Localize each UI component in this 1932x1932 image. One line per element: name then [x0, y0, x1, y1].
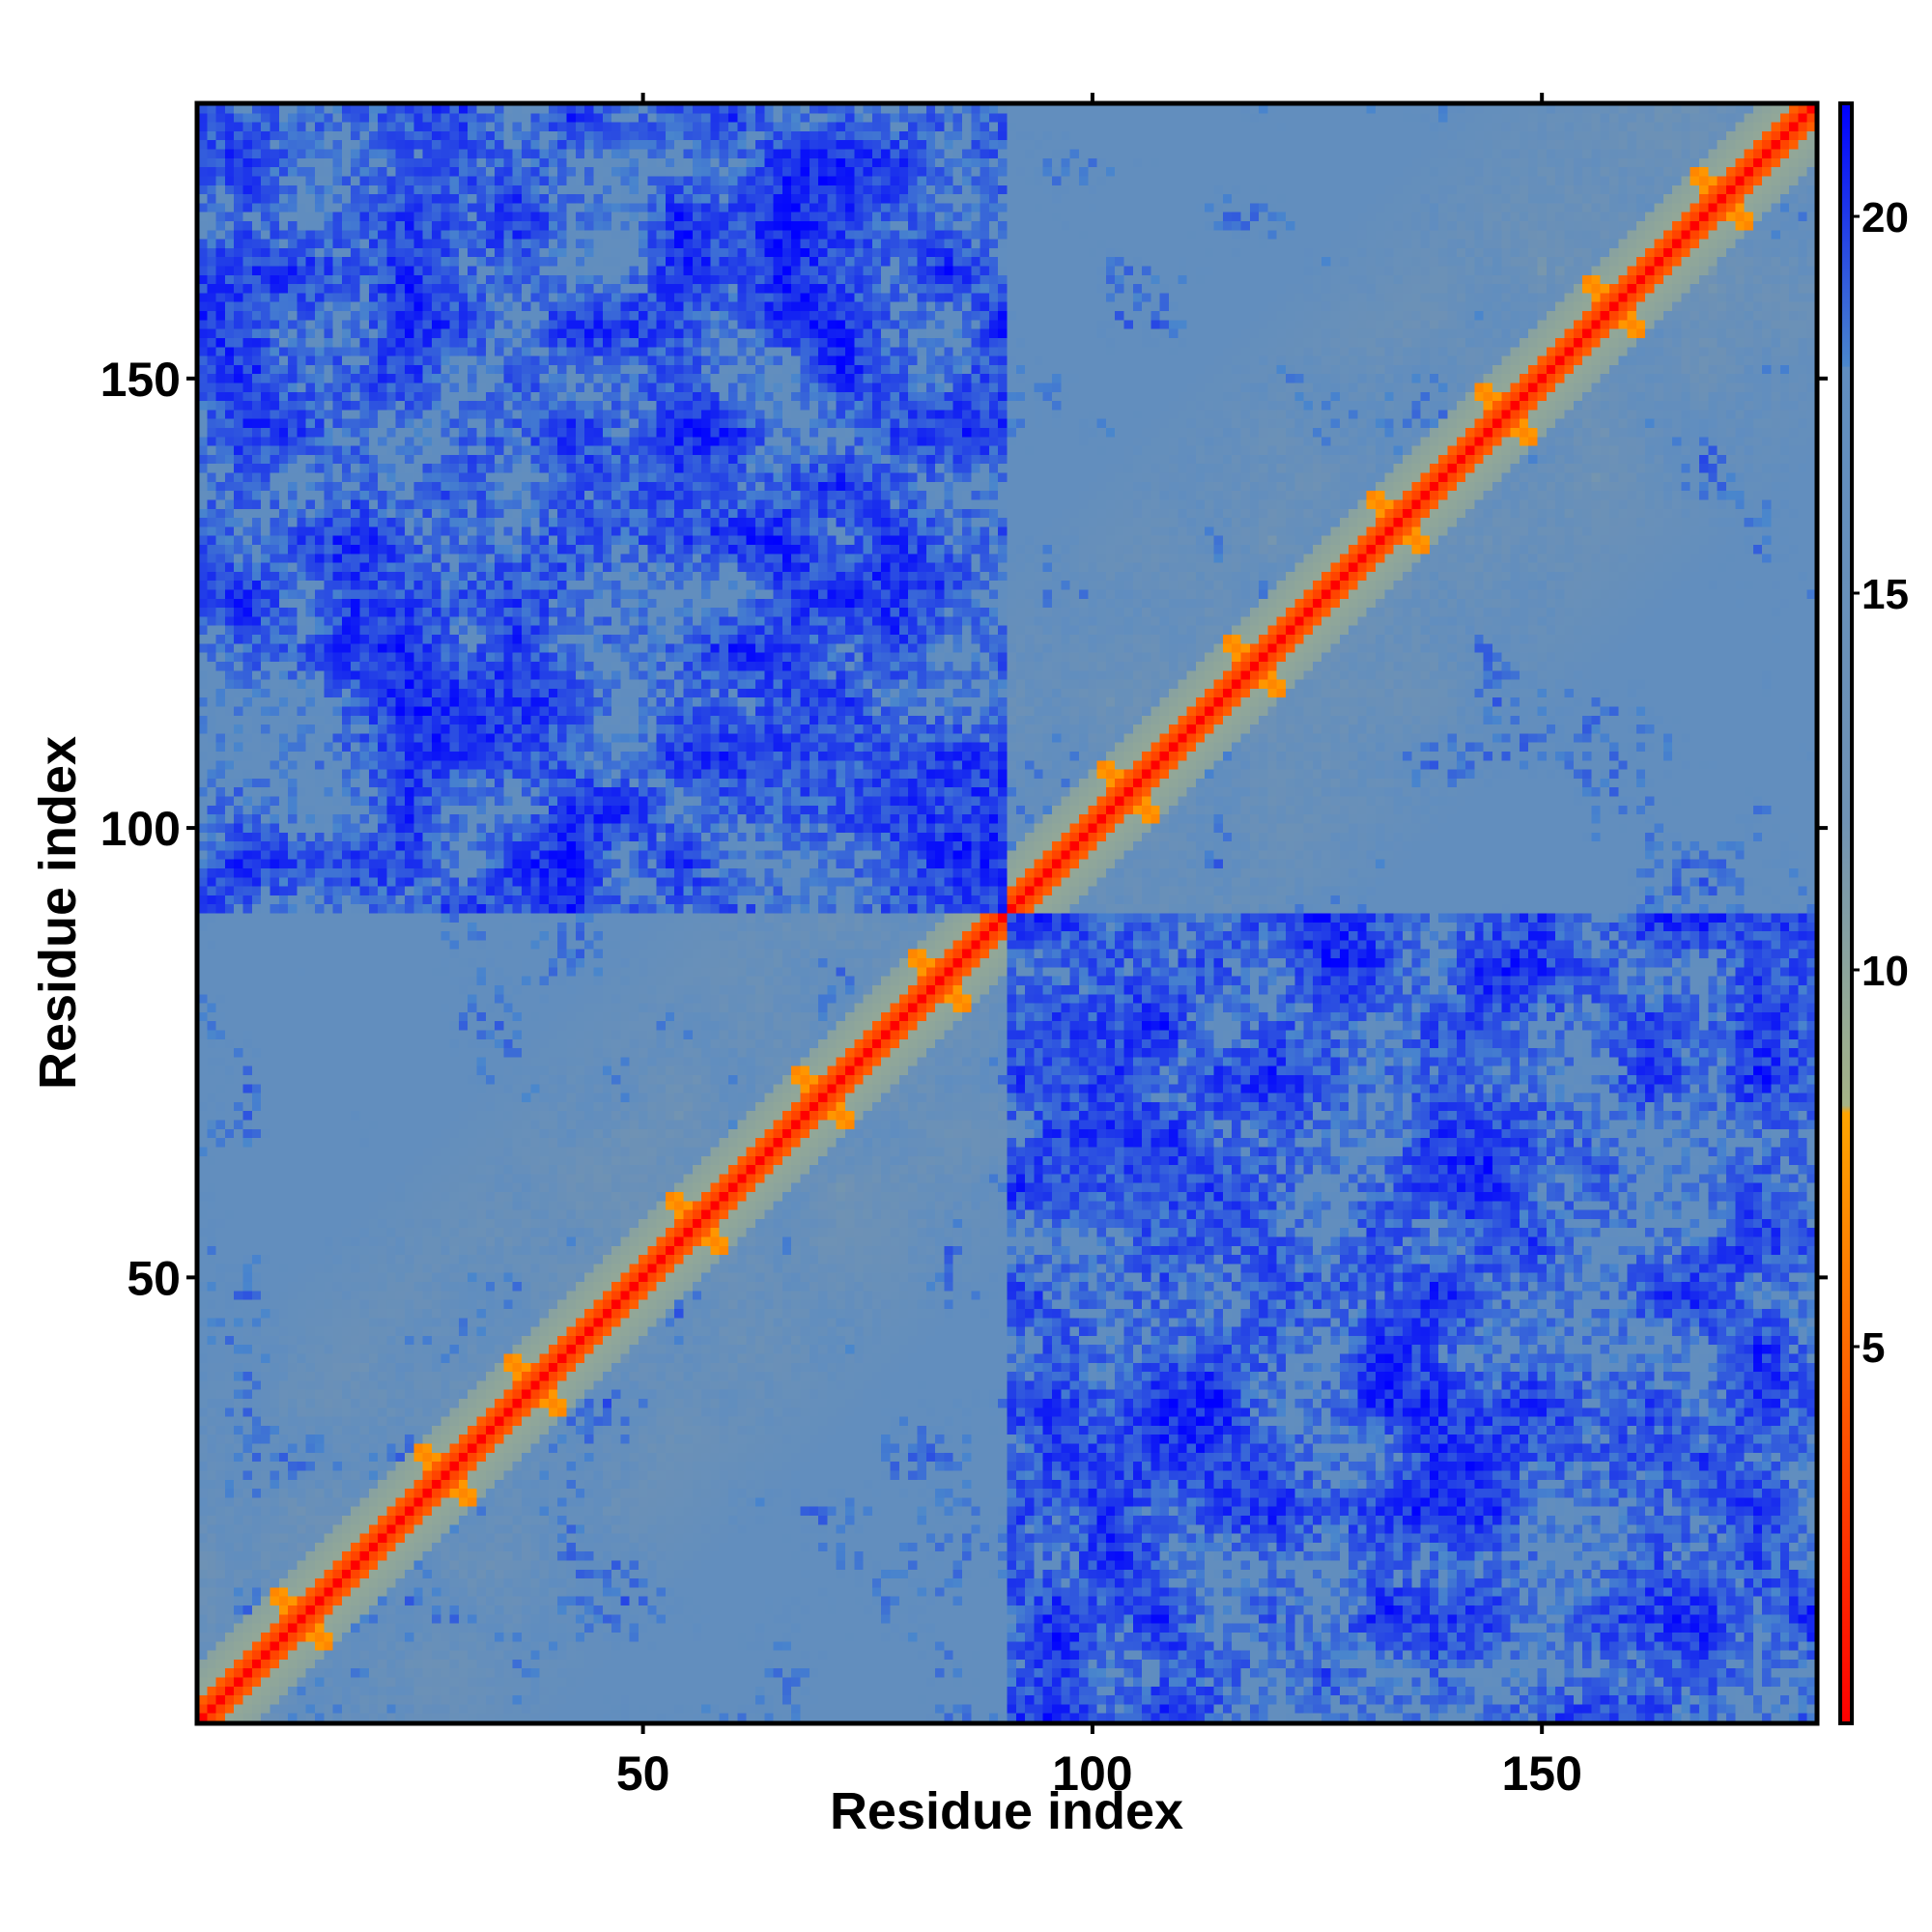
colorbar-tick-label: 15 [1861, 571, 1909, 618]
x-axis-ticks: 50 100 150 [616, 93, 1582, 1801]
colorbar-tick-label: 5 [1861, 1324, 1885, 1372]
y-tick-label: 50 [127, 1251, 181, 1305]
x-tick-label: 100 [1052, 1747, 1132, 1801]
plot-frame [194, 100, 1820, 1726]
y-tick-label: 100 [100, 802, 181, 856]
colorbar-tick-label: 20 [1861, 194, 1909, 242]
y-tick-label: 150 [100, 353, 181, 407]
colorbar-ticks: 5 10 15 20 [1852, 194, 1909, 1372]
x-tick-label: 150 [1501, 1747, 1581, 1801]
colorbar-frame [1838, 101, 1854, 1725]
heatmap-canvas [198, 104, 1816, 1722]
colorbar-tick-label: 10 [1861, 948, 1909, 995]
y-axis-label: Residue index [29, 736, 87, 1090]
x-axis-label: Residue index [830, 1782, 1183, 1840]
colorbar [1840, 103, 1852, 1723]
y-axis-ticks: 50 100 150 [100, 353, 1828, 1305]
x-tick-label: 50 [616, 1747, 670, 1801]
heatmap-area [198, 104, 1816, 1722]
